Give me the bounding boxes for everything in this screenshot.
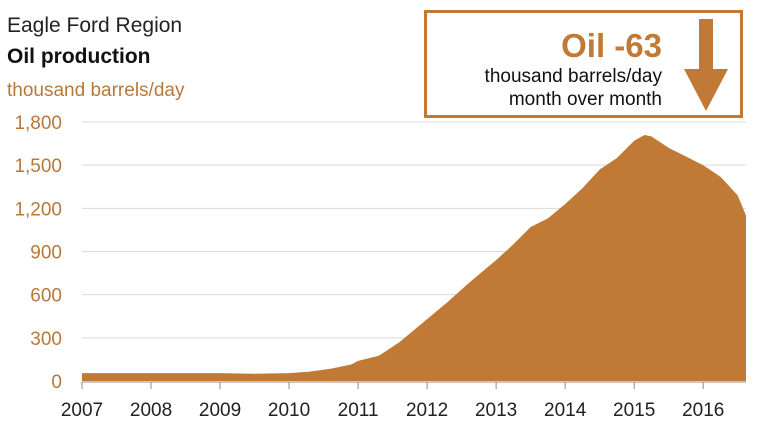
down-arrow-icon (684, 19, 728, 111)
x-tick-label: 2016 (682, 400, 724, 421)
unit-label: thousand barrels/day (7, 80, 185, 101)
x-tick-label: 2010 (268, 400, 310, 421)
y-tick-label: 900 (30, 243, 62, 264)
y-tick-label: 0 (51, 372, 62, 393)
production-area (82, 135, 746, 381)
chart-title: Oil production (7, 45, 151, 68)
region-title: Eagle Ford Region (7, 14, 183, 37)
x-tick-label: 2011 (338, 400, 379, 421)
y-tick-label: 1,500 (14, 156, 62, 177)
x-tick-label: 2012 (406, 400, 448, 421)
x-tick-label: 2007 (61, 400, 103, 421)
y-tick-label: 300 (30, 329, 62, 350)
x-tick-label: 2013 (475, 400, 517, 421)
callout-unit: thousand barrels/day (484, 66, 662, 87)
x-tick-label: 2009 (199, 400, 241, 421)
change-callout: Oil -63 thousand barrels/day month over … (424, 10, 743, 118)
callout-period: month over month (508, 89, 662, 110)
y-tick-label: 1,200 (14, 199, 62, 220)
y-axis-ticks: 0 300 600 900 1,200 1,500 1,800 (14, 113, 62, 393)
x-tick-label: 2015 (613, 400, 655, 421)
y-tick-label: 600 (30, 286, 62, 307)
callout-headline: Oil -63 (561, 27, 662, 64)
y-tick-label: 1,800 (14, 113, 62, 134)
x-tick-label: 2014 (544, 400, 587, 421)
x-tick-label: 2008 (130, 400, 172, 421)
x-axis-ticks: 2007 2008 2009 2010 2011 2012 2013 2014 2015 2016 (61, 382, 724, 421)
